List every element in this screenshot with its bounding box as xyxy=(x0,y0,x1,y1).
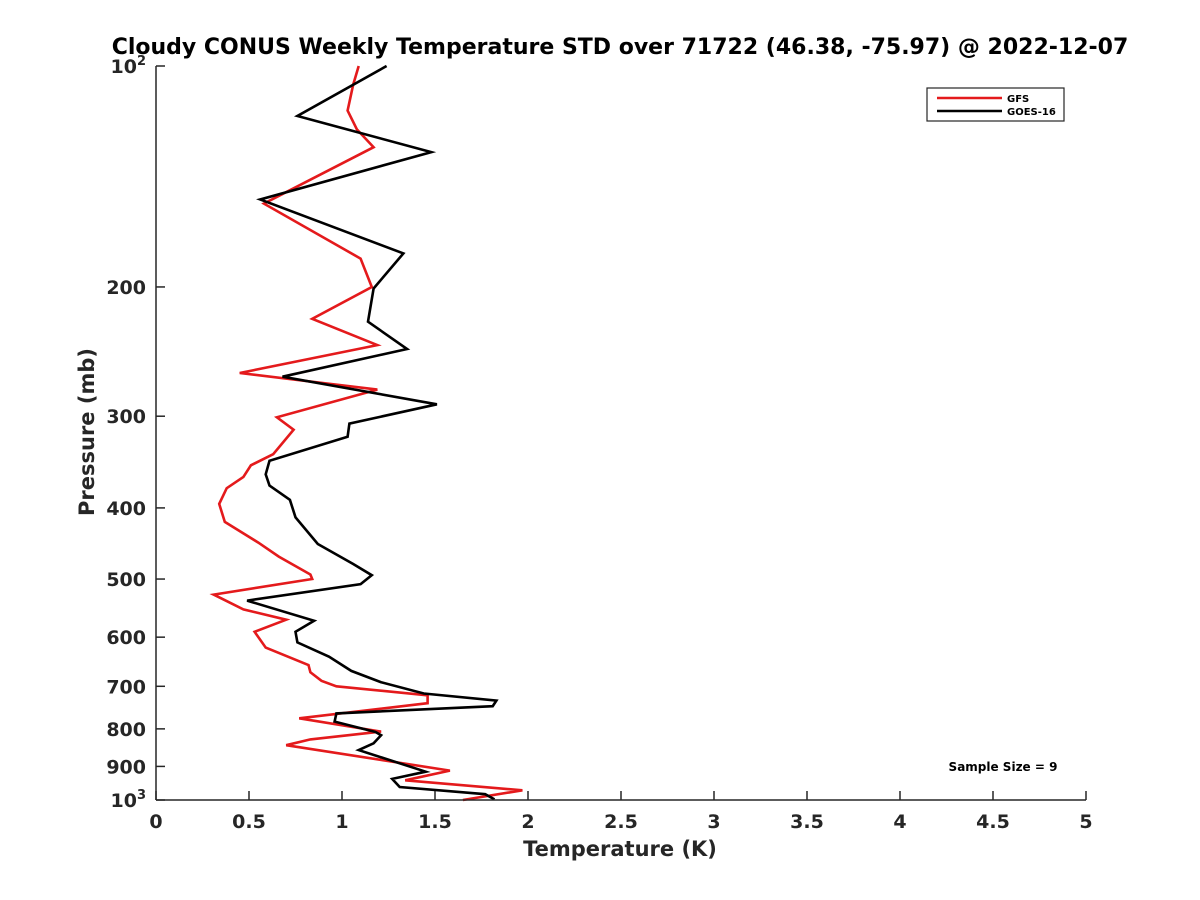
y-tick-label: 300 xyxy=(106,406,146,428)
y-tick-label: 700 xyxy=(106,676,146,698)
x-tick-label: 1.5 xyxy=(418,811,452,833)
y-axis-label: Pressure (mb) xyxy=(75,348,99,516)
y-tick-label: 103 xyxy=(111,788,147,812)
x-tick-label: 0 xyxy=(149,811,162,833)
sample-size-annotation: Sample Size = 9 xyxy=(949,760,1058,774)
x-axis-label: Temperature (K) xyxy=(523,837,717,861)
x-tick-label: 4.5 xyxy=(976,811,1010,833)
y-ticks: 102 200 300 400 500 600 700 800 900 103 xyxy=(106,54,165,812)
x-tick-label: 5 xyxy=(1079,811,1092,833)
x-tick-label: 3 xyxy=(707,811,720,833)
x-tick-label: 3.5 xyxy=(790,811,824,833)
x-tick-label: 2 xyxy=(521,811,534,833)
x-ticks: 0 0.5 1 1.5 2 2.5 3 3.5 4 4.5 5 xyxy=(149,791,1093,833)
y-tick-label: 800 xyxy=(106,719,146,741)
y-tick-label: 500 xyxy=(106,569,146,591)
axes xyxy=(155,66,1086,801)
y-tick-label: 600 xyxy=(106,627,146,649)
x-tick-label: 0.5 xyxy=(232,811,266,833)
legend-box xyxy=(926,87,1065,122)
x-tick-label: 4 xyxy=(893,811,906,833)
x-tick-label: 2.5 xyxy=(604,811,638,833)
y-tick-label: 400 xyxy=(106,498,146,520)
legend-label-goes-16: GOES-16 xyxy=(1007,107,1056,118)
series-line-goes-16 xyxy=(246,64,499,801)
y-tick-label: 102 xyxy=(111,54,147,78)
chart-title: Cloudy CONUS Weekly Temperature STD over… xyxy=(112,35,1129,60)
y-tick-label: 900 xyxy=(106,756,146,778)
plot-lines xyxy=(209,64,523,802)
y-tick-label: 200 xyxy=(106,277,146,299)
series-line-gfs xyxy=(209,65,523,802)
legend: GFS GOES-16 xyxy=(926,87,1065,122)
x-tick-label: 1 xyxy=(335,811,348,833)
legend-label-gfs: GFS xyxy=(1007,94,1029,105)
